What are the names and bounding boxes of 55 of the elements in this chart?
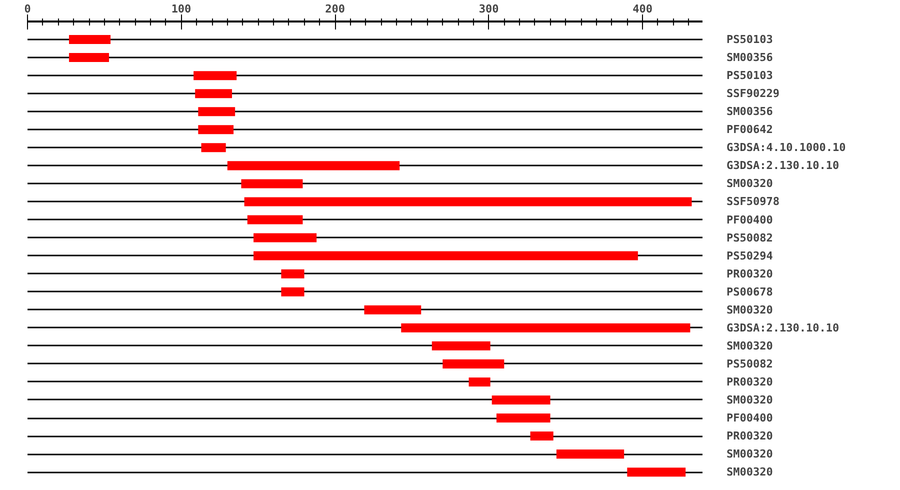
bar (468, 377, 490, 386)
y-tick-label: SM00356 (726, 105, 774, 118)
y-tick-label: SSF50978 (726, 195, 780, 208)
bar (496, 414, 550, 423)
y-tick-label: PS50294 (726, 249, 774, 262)
y-tick-label: G3DSA:4.10.1000.10 (726, 141, 846, 154)
x-tick-label: 200 (325, 2, 345, 16)
x-tick-label: 0 (24, 2, 31, 16)
y-tick-label: PR00320 (726, 267, 773, 280)
bar (195, 89, 232, 98)
bar (492, 395, 550, 404)
y-tick-label: PF00400 (726, 412, 773, 425)
bar (198, 107, 236, 116)
bar (281, 287, 304, 296)
y-tick-label: SM00356 (726, 51, 774, 64)
bar (401, 323, 690, 332)
bar (201, 143, 226, 152)
bar (442, 359, 504, 368)
y-tick-label: PF00642 (726, 123, 773, 136)
y-tick-label: PR00320 (726, 375, 773, 388)
bar (69, 35, 111, 44)
bar (247, 215, 303, 224)
y-tick-label: SM00320 (726, 393, 773, 406)
y-tick-label: SM00320 (726, 448, 773, 461)
bar (556, 450, 624, 459)
y-tick-label: SSF90229 (726, 87, 780, 100)
bar (364, 305, 422, 314)
y-tick-label: SM00320 (726, 339, 773, 352)
bar (627, 468, 686, 477)
y-tick-label: PS50082 (726, 231, 773, 244)
y-tick-label: SM00320 (726, 303, 773, 316)
y-tick-label: SM00320 (726, 466, 773, 479)
bar (194, 71, 237, 80)
bar (254, 233, 317, 242)
bar (227, 161, 400, 170)
y-tick-label: G3DSA:2.130.10.10 (726, 159, 840, 172)
y-tick-label: PR00320 (726, 430, 773, 443)
y-tick-label: PS00678 (726, 285, 773, 298)
y-tick-label: PS50082 (726, 357, 773, 370)
y-tick-label: PS50103 (726, 69, 773, 82)
bar (530, 432, 554, 441)
bar (69, 53, 109, 62)
y-tick-label: SM00320 (726, 177, 773, 190)
bar (241, 179, 303, 188)
bar (281, 269, 304, 278)
x-tick-label: 100 (171, 2, 192, 16)
y-tick-label: PF00400 (726, 213, 773, 226)
bar (432, 341, 490, 350)
bar (198, 125, 234, 134)
bar (254, 251, 638, 260)
x-tick-label: 400 (632, 2, 652, 16)
x-tick-label: 300 (478, 2, 499, 16)
y-tick-label: G3DSA:2.130.10.10 (726, 321, 840, 334)
bar (244, 197, 692, 206)
y-tick-label: PS50103 (726, 33, 773, 46)
